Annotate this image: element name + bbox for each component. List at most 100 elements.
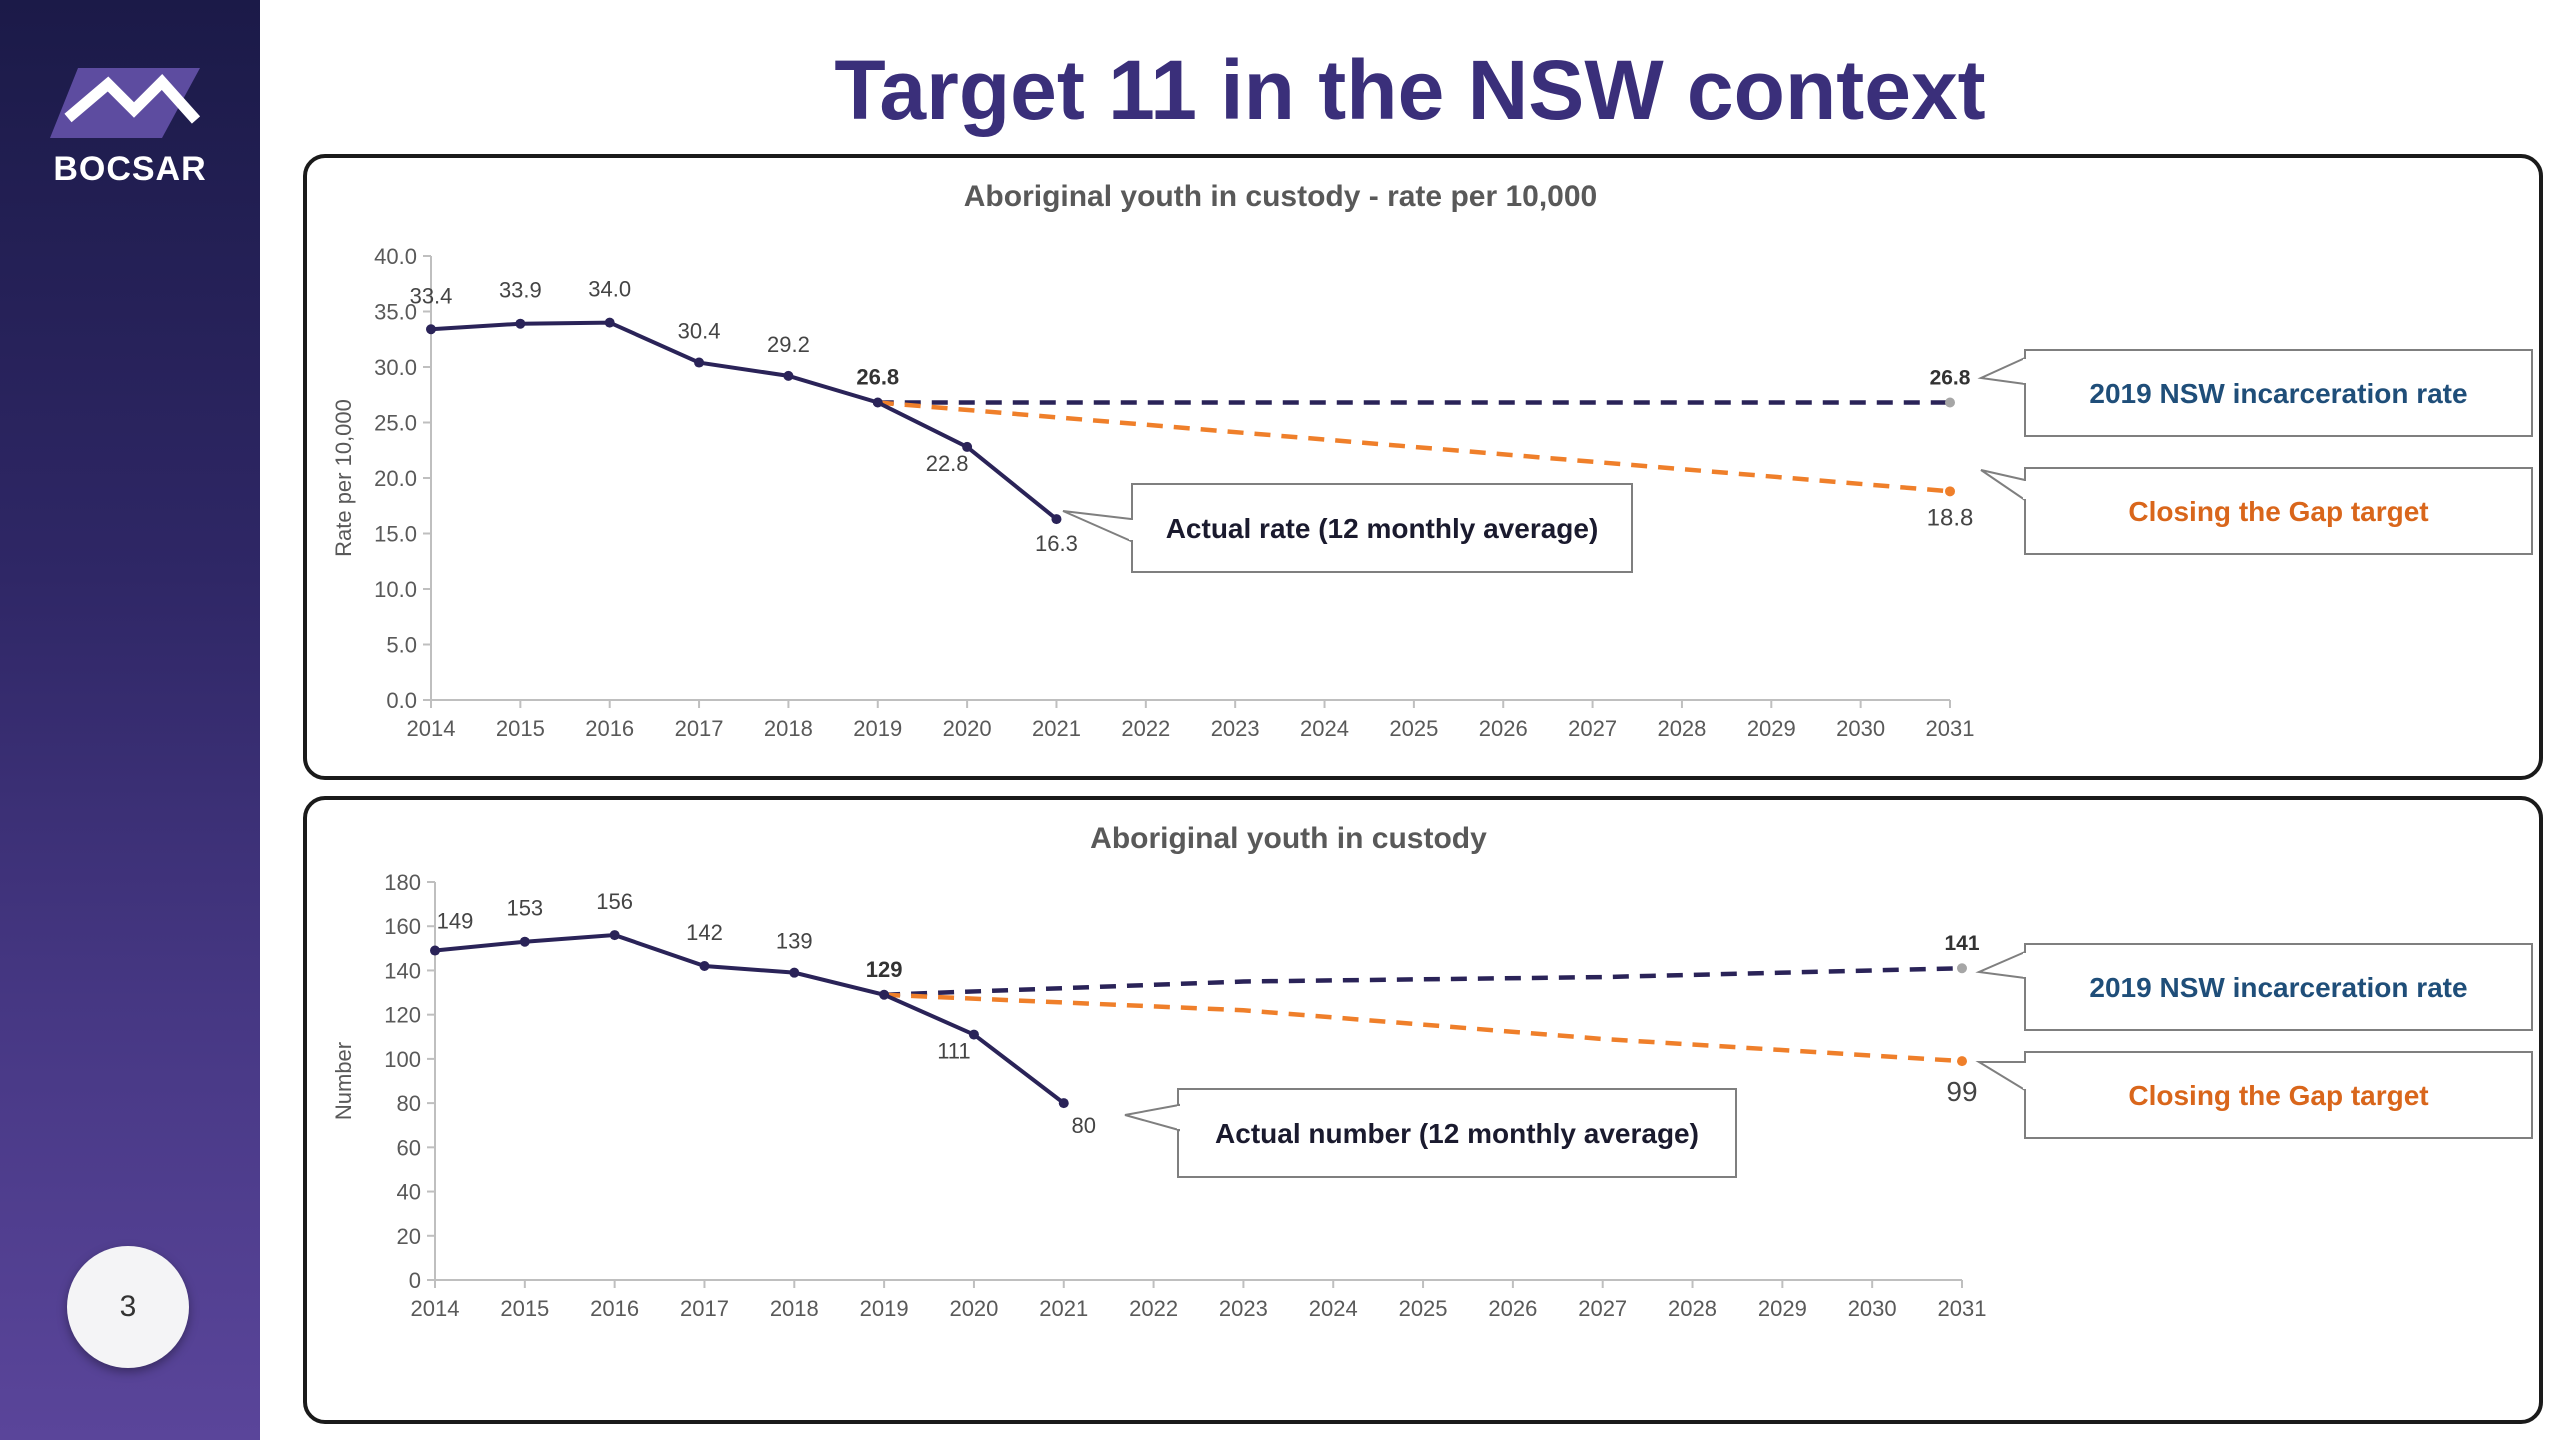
x-tick-label: 2030: [1836, 716, 1885, 741]
actual-data-label: 22.8: [926, 451, 969, 476]
x-tick-label: 2015: [496, 716, 545, 741]
y-tick-label: 140: [384, 958, 421, 983]
sidebar: BOCSAR 3: [0, 0, 260, 1440]
bocsar-logo-icon: [50, 68, 201, 138]
actual-point: [1051, 514, 1062, 525]
x-tick-label: 2024: [1300, 716, 1349, 741]
y-tick-label: 180: [384, 870, 421, 895]
gap-target-dashed-line-end-label: 18.8: [1927, 504, 1974, 531]
nsw-rate-dashed-line: [884, 965, 1963, 998]
actual-data-label: 153: [506, 896, 543, 921]
page-number-badge: 3: [67, 1246, 189, 1368]
x-tick-label: 2023: [1219, 1296, 1268, 1321]
callout-text-nsw: 2019 NSW incarceration rate: [2089, 378, 2467, 409]
callout-text-target: Closing the Gap target: [2128, 496, 2428, 527]
y-tick-label: 80: [397, 1091, 421, 1116]
y-tick-label: 0.0: [386, 688, 417, 713]
y-axis-title: Number: [331, 1042, 356, 1120]
x-tick-label: 2024: [1309, 1296, 1358, 1321]
actual-point: [426, 324, 436, 335]
callout-text-actual: Actual number (12 monthly average): [1215, 1118, 1699, 1149]
y-tick-label: 40: [397, 1180, 421, 1205]
x-tick-label: 2028: [1657, 716, 1706, 741]
actual-point: [962, 441, 973, 452]
rate-chart: Aboriginal youth in custody - rate per 1…: [331, 180, 2533, 741]
nsw-rate-dashed-line-end-label: 141: [1944, 932, 1979, 955]
number-chart: Aboriginal youth in custody 0 20 40 60 80 100 1…: [331, 822, 2533, 1321]
callout-box-actual: [1177, 1088, 1737, 1178]
actual-point: [604, 317, 615, 328]
page-title: Target 11 in the NSW context: [834, 43, 1986, 137]
gap-target-dashed-line: [884, 992, 1963, 1064]
callout-pointer-target: [1975, 1061, 2026, 1092]
actual-data-label: 29.2: [767, 332, 810, 357]
x-tick-label: 2014: [411, 1296, 460, 1321]
x-tick-label: 2017: [675, 716, 724, 741]
y-tick-label: 15.0: [374, 522, 417, 547]
y-tick-label: 35.0: [374, 300, 417, 325]
callout-pointer-actual: [1124, 1103, 1180, 1132]
x-tick-label: 2022: [1121, 716, 1170, 741]
actual-point: [1058, 1098, 1069, 1109]
actual-data-label: 34.0: [588, 277, 631, 302]
x-tick-label: 2017: [680, 1296, 729, 1321]
actual-point: [783, 370, 794, 381]
actual-point: [519, 936, 530, 947]
callout-pointer-nsw: [1977, 356, 2026, 386]
x-tick-label: 2014: [407, 716, 456, 741]
gap-target-dashed-line-end-label: 99: [1946, 1076, 1977, 1107]
callout-text-nsw: 2019 NSW incarceration rate: [2089, 972, 2467, 1003]
x-tick-label: 2025: [1389, 716, 1438, 741]
x-tick-label: 2026: [1488, 1296, 1537, 1321]
gap-target-dashed-line: [877, 400, 1951, 494]
chart-title: Aboriginal youth in custody: [1090, 822, 1487, 855]
y-tick-label: 10.0: [374, 577, 417, 602]
actual-data-label: 26.8: [856, 365, 899, 390]
x-tick-label: 2029: [1758, 1296, 1807, 1321]
x-tick-label: 2023: [1211, 716, 1260, 741]
x-tick-label: 2018: [764, 716, 813, 741]
actual-data-label: 33.4: [410, 283, 453, 308]
callout-box-nsw: [2024, 349, 2533, 437]
x-tick-label: 2018: [770, 1296, 819, 1321]
y-tick-label: 20.0: [374, 466, 417, 491]
callout-pointer-target: [1980, 469, 2026, 502]
x-tick-label: 2025: [1399, 1296, 1448, 1321]
x-tick-label: 2015: [500, 1296, 549, 1321]
actual-point: [968, 1029, 979, 1040]
y-tick-label: 20: [397, 1224, 421, 1249]
y-tick-label: 160: [384, 914, 421, 939]
actual-point: [515, 318, 526, 329]
nsw-rate-dashed-line-end-marker: [1945, 397, 1955, 408]
x-tick-label: 2019: [860, 1296, 909, 1321]
y-tick-label: 5.0: [386, 633, 417, 658]
actual-series-line: [434, 933, 1065, 1105]
x-tick-label: 2020: [949, 1296, 998, 1321]
x-tick-label: 2021: [1039, 1296, 1088, 1321]
gap-target-dashed-line-end-marker: [1945, 486, 1955, 497]
actual-point: [872, 397, 883, 408]
actual-data-label: 149: [437, 909, 474, 934]
callout-box-target: [2024, 467, 2533, 555]
x-tick-label: 2022: [1129, 1296, 1178, 1321]
callout-box-nsw: [2024, 943, 2533, 1031]
y-tick-label: 30.0: [374, 355, 417, 380]
y-tick-label: 40.0: [374, 244, 417, 269]
number-chart-panel: Aboriginal youth in custody 0 20 40 60 80 100 1…: [303, 796, 2543, 1424]
x-tick-label: 2030: [1848, 1296, 1897, 1321]
x-tick-label: 2028: [1668, 1296, 1717, 1321]
gap-target-dashed-line-end-marker: [1957, 1056, 1967, 1067]
actual-data-label: 129: [866, 957, 903, 982]
actual-data-label: 139: [776, 929, 813, 954]
y-tick-label: 25.0: [374, 411, 417, 436]
x-tick-label: 2027: [1578, 1296, 1627, 1321]
x-tick-label: 2016: [585, 716, 634, 741]
chart-title: Aboriginal youth in custody - rate per 1…: [964, 180, 1597, 213]
y-tick-label: 0: [409, 1268, 421, 1293]
x-tick-label: 2029: [1747, 716, 1796, 741]
actual-data-label: 142: [686, 920, 723, 945]
actual-data-label: 16.3: [1035, 531, 1078, 556]
callout-text-actual: Actual rate (12 monthly average): [1166, 513, 1599, 544]
actual-point: [694, 357, 705, 368]
actual-data-label: 80: [1072, 1113, 1096, 1138]
